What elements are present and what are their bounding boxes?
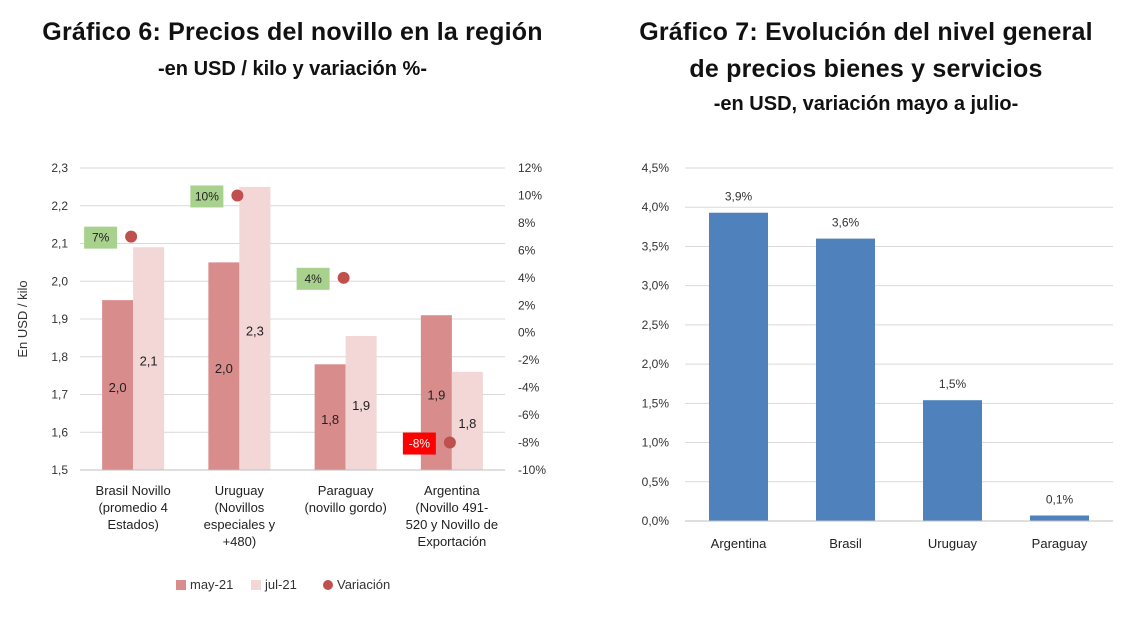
variation-point	[231, 189, 244, 202]
legend-label-variacion: Variación	[337, 577, 390, 592]
legend-swatch-variacion	[323, 580, 333, 590]
data-label-may-21: 2,0	[215, 361, 233, 376]
variation-label: 10%	[195, 189, 219, 203]
y-tick-label: 1,5%	[642, 396, 670, 410]
data-label: 3,6%	[832, 216, 860, 230]
y-tick-label: 3,5%	[642, 239, 670, 253]
y-tick-label: 1,0%	[642, 436, 670, 450]
bar-jul-21	[451, 371, 483, 470]
category-label: Paraguay	[1032, 536, 1088, 551]
chart-7-subtitle: -en USD, variación mayo a julio-	[713, 93, 1019, 115]
variation-label-box	[84, 226, 118, 249]
y-tick-label: 2,2	[51, 199, 68, 213]
y-tick-label: 1,5	[51, 463, 68, 477]
chart-6-plot: 1,5 1,6 1,7 1,8 1,9 2,0 2,1 2,2 2,3 -10% -8% -6% -4%…	[15, 161, 546, 592]
data-label-may-21: 1,9	[427, 388, 445, 403]
data-label: 1,5%	[939, 377, 967, 391]
category-label: Estados)	[107, 517, 158, 532]
data-label-jul-21: 2,1	[140, 354, 158, 369]
y-tick-label: 0,0%	[642, 514, 670, 528]
y-tick-label: 1,6	[51, 425, 68, 439]
bar-jul-21	[345, 335, 377, 470]
category-label: (novillo gordo)	[304, 500, 386, 515]
data-label-jul-21: 1,8	[458, 416, 476, 431]
y2-tick-label: 4%	[518, 271, 536, 285]
y2-tick-label: 0%	[518, 326, 536, 340]
chart-7-title-line-1: Gráfico 7: Evolución del nivel general	[639, 18, 1093, 46]
data-label-may-21: 2,0	[109, 380, 127, 395]
y2-tick-label: -8%	[518, 436, 540, 450]
category-label: Brasil Novillo	[96, 483, 171, 498]
category-label: (promedio 4	[98, 500, 167, 515]
category-label: +480)	[223, 534, 257, 549]
y2-tick-label: 6%	[518, 243, 536, 257]
y2-tick-label: -2%	[518, 353, 540, 367]
y-tick-label: 1,8	[51, 350, 68, 364]
variation-label-box	[190, 185, 224, 208]
data-label-jul-21: 2,3	[246, 323, 264, 338]
y2-tick-label: 2%	[518, 298, 536, 312]
y-axis-label: En USD / kilo	[15, 280, 30, 357]
category-label: Argentina	[424, 483, 480, 498]
bar-jul-21	[239, 186, 271, 470]
category-label: Brasil	[829, 536, 862, 551]
category-label: Uruguay	[928, 536, 978, 551]
y2-tick-label: -10%	[518, 463, 546, 477]
variation-point	[337, 271, 350, 284]
category-label: Exportación	[418, 534, 487, 549]
category-label: 520 y Novillo de	[406, 517, 499, 532]
variation-label: 7%	[92, 231, 110, 245]
y-tick-label: 4,0%	[642, 200, 670, 214]
y2-tick-label: -4%	[518, 381, 540, 395]
category-label: Argentina	[711, 536, 767, 551]
variation-label-box	[402, 432, 436, 455]
y2-tick-label: -6%	[518, 408, 540, 422]
category-label: Uruguay	[215, 483, 265, 498]
y-tick-label: 2,0%	[642, 357, 670, 371]
y-tick-label: 2,1	[51, 237, 68, 251]
bar-may-21	[314, 364, 346, 470]
chart-6-panel: Gráfico 6: Precios del novillo en la reg…	[15, 18, 546, 592]
legend-label-jul-21: jul-21	[264, 577, 297, 592]
bar-jul-21	[133, 247, 165, 470]
chart-6-subtitle: -en USD / kilo y variación %-	[158, 58, 427, 80]
y2-tick-label: 12%	[518, 161, 542, 175]
bar	[816, 238, 875, 521]
variation-label: 4%	[304, 272, 322, 286]
data-label-may-21: 1,8	[321, 412, 339, 427]
y2-tick-label: 8%	[518, 216, 536, 230]
y-tick-label: 1,9	[51, 312, 68, 326]
chart-7-title-line-2: de precios bienes y servicios	[689, 55, 1043, 83]
y2-tick-label: 10%	[518, 188, 542, 202]
bar	[923, 400, 982, 521]
bar	[1030, 515, 1089, 521]
category-label: (Novillos	[214, 500, 264, 515]
variation-point	[443, 436, 456, 449]
category-label: especiales y	[204, 517, 276, 532]
y-tick-label: 3,0%	[642, 279, 670, 293]
data-label: 3,9%	[725, 190, 753, 204]
legend-swatch-may-21	[176, 580, 186, 590]
legend-swatch-jul-21	[251, 580, 261, 590]
chart-7-panel: Gráfico 7: Evolución del nivel general d…	[585, 0, 1147, 618]
category-label: (Novillo 491-	[415, 500, 488, 515]
variation-point	[125, 230, 138, 243]
y-tick-label: 4,5%	[642, 161, 670, 175]
bar-may-21	[208, 262, 240, 470]
bar	[709, 212, 768, 522]
category-label: Paraguay	[318, 483, 374, 498]
legend-label-may-21: may-21	[190, 577, 233, 592]
data-label: 0,1%	[1046, 493, 1074, 507]
data-label-jul-21: 1,9	[352, 398, 370, 413]
variation-label-box	[296, 267, 330, 290]
bar-may-21	[102, 300, 134, 470]
y-tick-label: 2,0	[51, 274, 68, 288]
y-tick-label: 0,5%	[642, 475, 670, 489]
y-tick-label: 2,3	[51, 161, 68, 175]
variation-label: -8%	[409, 437, 431, 451]
y-tick-label: 2,5%	[642, 318, 670, 332]
chart-6-title: Gráfico 6: Precios del novillo en la reg…	[42, 18, 543, 46]
y-tick-label: 1,7	[51, 388, 68, 402]
chart-7-plot: 0,0% 0,5% 1,0% 1,5% 2,0% 2,5% 3,0% 3,5% 4,0% 4,5%…	[642, 161, 1113, 551]
